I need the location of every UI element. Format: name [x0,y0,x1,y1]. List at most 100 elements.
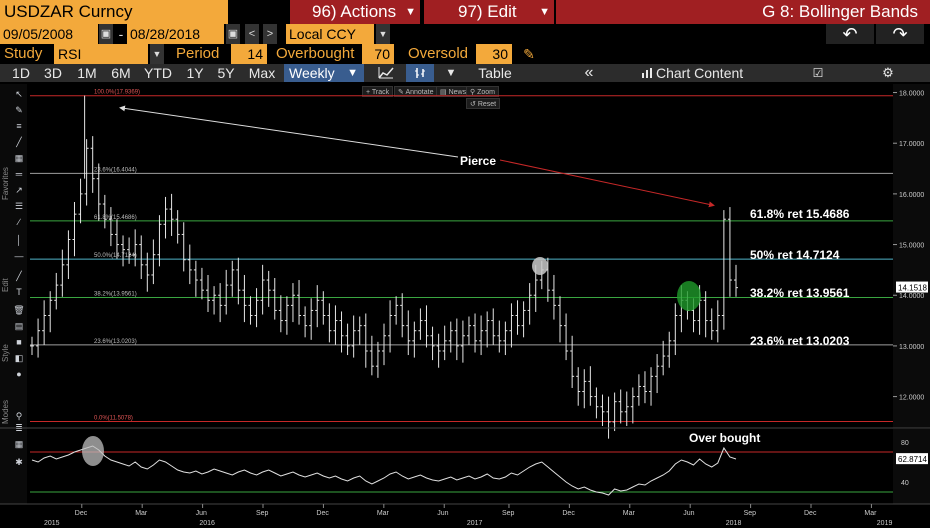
price-bar [187,244,192,285]
range-max-button[interactable]: Max [248,65,276,81]
currency-select[interactable]: Local CCY [286,24,374,44]
edit-chart-icon[interactable]: ☑ [812,66,824,80]
price-bar [218,283,223,323]
price-bar [230,260,235,297]
range-1y-button[interactable]: 1Y [186,65,204,81]
trend-icon[interactable]: ╱ [16,271,22,281]
gear-icon[interactable]: ✱ [15,457,23,467]
fib-level-label: 100.0%(17.9369) [94,90,140,96]
chart-content-icon [640,64,654,82]
price-bar [642,371,647,404]
price-bar [345,323,350,356]
price-bar [206,274,210,312]
text-icon[interactable]: T [16,287,22,297]
price-bar [90,136,95,193]
chevron-down-icon[interactable]: ▼ [150,44,164,64]
price-bar [727,207,732,297]
price-chart[interactable]: 100.0%(17.9369) 23.6%(16.4044) 61.8%(15.46… [0,84,930,528]
table-button[interactable]: Table [478,65,512,81]
price-bar [315,285,320,328]
next-period-button[interactable]: > [263,24,277,44]
price-bar [48,291,53,333]
layer-icon[interactable]: ▤ [14,321,24,331]
collapse-icon[interactable]: « [584,64,594,81]
ret-382-annotation: 38.2% ret 13.9561 [750,286,850,300]
range-1m-button[interactable]: 1M [77,65,97,81]
fib-icon[interactable]: ☰ [14,201,24,211]
price-bar [369,335,374,376]
pencil-icon[interactable]: ✎ [15,105,23,115]
pencil-icon[interactable]: ✎ [523,46,535,62]
price-bar [612,392,617,432]
frequency-select[interactable]: Weekly ▼ [284,64,364,82]
price-bar [284,296,289,335]
ticker-field[interactable]: USDZAR Curncy [0,0,228,24]
fib-level-label: 23.6%(16.4044) [94,167,137,173]
square-icon[interactable]: ■ [16,337,22,347]
start-date-field[interactable]: 09/05/2008 [0,24,98,44]
price-bar [466,316,471,345]
price-bar [181,222,186,272]
brush-icon[interactable]: ∕ [18,217,20,227]
hline-icon[interactable]: ═ [15,169,23,179]
gear-icon[interactable]: ⚙ [882,65,894,80]
calendar-icon[interactable]: ▣ [226,24,240,44]
range-1d-button[interactable]: 1D [12,65,30,81]
last-price-tag [896,281,928,293]
link-icon[interactable]: ⚲ [15,411,23,421]
edit-menu[interactable]: 97) Edit ▼ [424,0,554,24]
chart-content-button[interactable]: Chart Content [656,65,744,81]
grid-icon[interactable]: ▦ [14,153,24,163]
calendar-icon[interactable]: ▣ [99,24,113,44]
actions-menu[interactable]: 96) Actions ▼ [290,0,420,24]
oversold-field[interactable]: 30 [476,44,512,64]
range-5y-button[interactable]: 5Y [217,65,235,81]
price-tick-label: 16.0000 [899,192,924,199]
actions-label: 96) Actions [312,2,397,21]
study-select[interactable]: RSI [54,44,148,64]
line-chart-icon[interactable] [372,64,400,82]
price-bar [661,340,666,376]
ruler-icon[interactable]: ≡ [16,121,22,131]
price-bar [78,178,83,224]
bar-chart-icon[interactable] [406,64,434,82]
study-label: Study [4,45,43,62]
back-arrow-icon[interactable]: ↶ [826,24,874,44]
dash-icon[interactable]: — [14,251,24,261]
price-bar [394,296,399,325]
end-date-field[interactable]: 08/28/2018 [127,24,224,44]
price-bar [145,252,150,292]
zoom-button[interactable]: ⚲ Zoom [466,86,499,97]
forward-arrow-icon[interactable]: ↷ [876,24,924,44]
overbought-field[interactable]: 70 [362,44,394,64]
track-button[interactable]: + Track [362,86,394,97]
delete-icon[interactable]: 🗑 [13,305,25,315]
chevron-down-icon[interactable]: ▼ [445,67,457,79]
fib-level-label: 23.6%(13.0203) [94,339,137,345]
chevron-down-icon[interactable]: ▼ [376,24,390,44]
price-tick-label: 18.0000 [899,91,924,98]
prev-period-button[interactable]: < [245,24,259,44]
range-ytd-button[interactable]: YTD [144,65,172,81]
price-bar [424,305,429,348]
fib-level-label: 50.0%(14.7124) [94,253,137,259]
period-field[interactable]: 14 [231,44,267,64]
range-3d-button[interactable]: 3D [44,65,62,81]
highlight-circle-green [677,281,701,311]
price-bar [309,298,314,340]
rsi-last-label: 62.8714 [898,455,927,464]
reset-button[interactable]: ↺ Reset [466,98,501,109]
price-bar [673,303,678,356]
table-icon[interactable]: ▦ [14,439,24,449]
price-bar [606,396,611,439]
dropper-icon[interactable]: ◧ [14,353,24,363]
circle-icon[interactable]: ● [16,369,22,379]
ret-618-annotation: 61.8% ret 15.4686 [750,207,850,221]
price-bar [527,283,532,325]
pointer-icon[interactable]: ↖ [15,89,23,99]
price-bar [363,313,368,368]
vline-icon[interactable]: │ [16,235,22,245]
line-tool-icon[interactable]: ╱ [16,137,22,147]
range-6m-button[interactable]: 6M [111,65,131,81]
arrow-tool-icon[interactable]: ↗ [15,185,23,195]
